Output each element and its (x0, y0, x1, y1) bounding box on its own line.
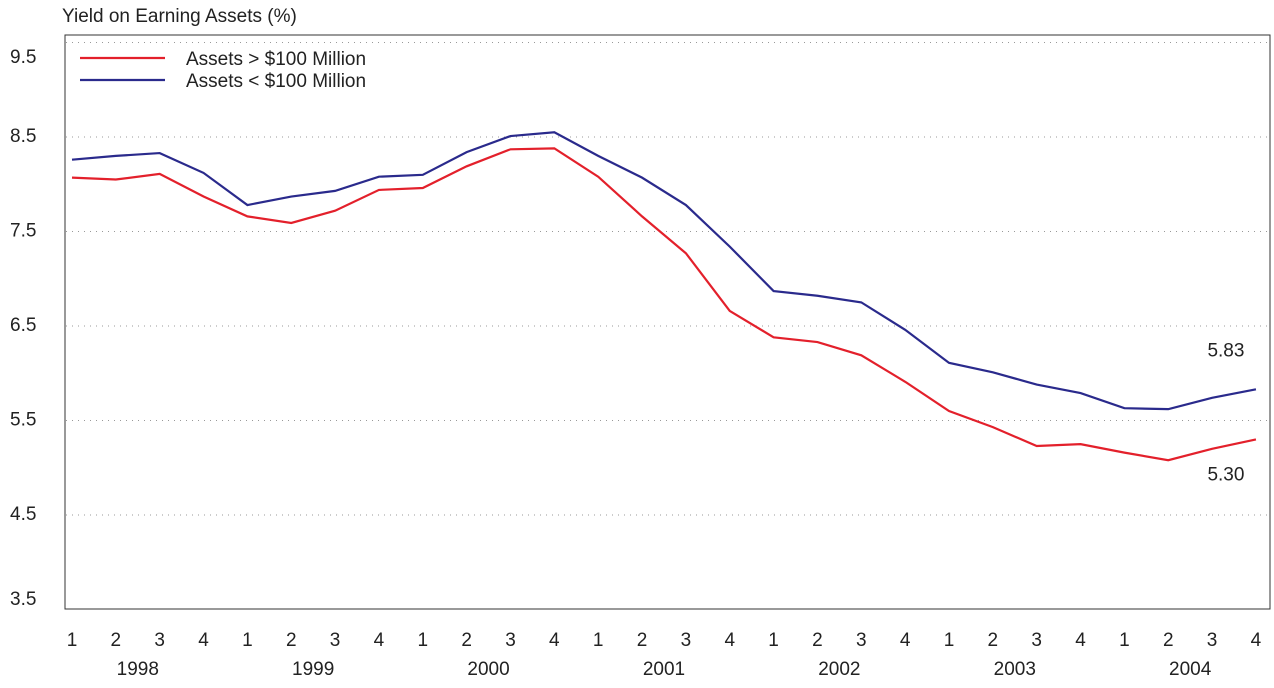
x-tick-label: 4 (724, 630, 735, 651)
x-tick-label: 4 (374, 630, 385, 651)
x-tick-label: 2 (637, 630, 648, 651)
value-label: 5.30 (1207, 464, 1244, 485)
x-tick-label: 4 (900, 630, 911, 651)
year-label: 2004 (1169, 659, 1212, 680)
x-tick-label: 4 (1075, 630, 1086, 651)
x-tick-label: 3 (1207, 630, 1218, 651)
x-tick-label: 3 (330, 630, 341, 651)
x-tick-label: 4 (1251, 630, 1262, 651)
legend-label: Assets > $100 Million (186, 49, 366, 70)
x-tick-label: 1 (593, 630, 604, 651)
x-tick-label: 4 (198, 630, 209, 651)
x-tick-label: 2 (111, 630, 122, 651)
x-tick-label: 2 (286, 630, 297, 651)
year-label: 2003 (994, 659, 1036, 680)
x-tick-label: 1 (944, 630, 955, 651)
x-tick-label: 3 (1031, 630, 1042, 651)
series-line (71, 147, 1257, 462)
x-tick-label: 1 (768, 630, 779, 651)
value-label: 5.83 (1207, 340, 1244, 361)
x-tick-label: 3 (856, 630, 867, 651)
x-tick-label: 3 (505, 630, 516, 651)
x-tick-label: 3 (154, 630, 165, 651)
plot-frame (64, 34, 1271, 610)
y-tick-label: 6.5 (10, 315, 36, 336)
x-tick-label: 3 (681, 630, 692, 651)
x-tick-label: 1 (242, 630, 253, 651)
y-tick-label: 4.5 (10, 504, 36, 525)
year-label: 2001 (643, 659, 685, 680)
x-tick-label: 2 (812, 630, 823, 651)
y-tick-label: 9.5 (10, 47, 36, 68)
y-tick-label: 3.5 (10, 589, 36, 610)
year-label: 2002 (818, 659, 860, 680)
x-tick-label: 2 (1163, 630, 1174, 651)
series-line (71, 131, 1257, 411)
x-tick-label: 2 (461, 630, 472, 651)
year-label: 2000 (467, 659, 509, 680)
y-tick-label: 7.5 (10, 221, 36, 242)
x-tick-label: 1 (1119, 630, 1130, 651)
x-tick-label: 4 (549, 630, 560, 651)
x-tick-label: 2 (988, 630, 999, 651)
legend-label: Assets < $100 Million (186, 71, 366, 92)
year-label: 1999 (292, 659, 334, 680)
y-axis-label: Yield on Earning Assets (%) (62, 6, 297, 27)
x-tick-label: 1 (67, 630, 78, 651)
y-tick-label: 8.5 (10, 126, 36, 147)
year-label: 1998 (117, 659, 159, 680)
y-tick-label: 5.5 (10, 410, 36, 431)
x-tick-label: 1 (418, 630, 429, 651)
